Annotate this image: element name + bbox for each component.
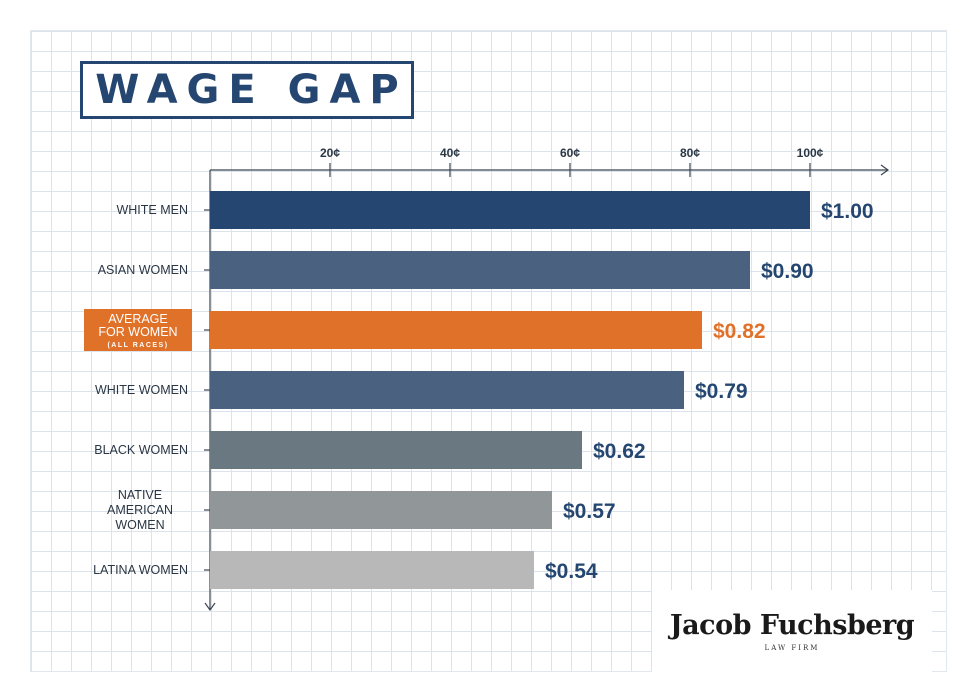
x-tick-label: 40¢ (440, 146, 460, 160)
category-label: ASIAN WOMEN (98, 263, 188, 277)
y-axis-arrow (204, 602, 216, 612)
x-tick-label: 80¢ (680, 146, 700, 160)
category-label-sub: (ALL RACES) (107, 342, 168, 349)
value-label: $0.54 (545, 560, 598, 583)
category-label: WHITE WOMEN (95, 383, 188, 397)
bar (210, 371, 684, 409)
bar (210, 491, 552, 529)
category-label: AMERICAN (107, 503, 173, 517)
bar (210, 311, 702, 349)
category-label: BLACK WOMEN (94, 443, 188, 457)
x-tick-label: 60¢ (560, 146, 580, 160)
bar (210, 251, 750, 289)
category-label: WHITE MEN (116, 203, 188, 217)
logo-name: Jacob Fuchsberg (669, 610, 915, 641)
category-label: FOR WOMEN (98, 325, 177, 339)
bar (210, 191, 810, 229)
title-box: WAGE GAP (80, 61, 414, 119)
x-tick-label: 100¢ (797, 146, 824, 160)
logo: Jacob Fuchsberg LAW FIRM (652, 590, 932, 672)
value-label: $0.82 (713, 320, 766, 343)
x-tick-label: 20¢ (320, 146, 340, 160)
value-label: $0.62 (593, 440, 646, 463)
category-label: NATIVE (118, 488, 162, 502)
bar (210, 551, 534, 589)
value-label: $0.79 (695, 380, 748, 403)
grid-background (30, 30, 947, 672)
logo-subtitle: LAW FIRM (764, 644, 820, 652)
value-label: $0.90 (761, 260, 814, 283)
bar (210, 431, 582, 469)
x-axis-arrow (880, 164, 890, 176)
value-label: $1.00 (821, 200, 874, 223)
page-title: WAGE GAP (95, 67, 408, 113)
category-label: LATINA WOMEN (93, 563, 188, 577)
category-label: WOMEN (115, 518, 164, 532)
highlight-label-box (84, 309, 192, 351)
value-label: $0.57 (563, 500, 616, 523)
category-label: AVERAGE (108, 312, 168, 326)
